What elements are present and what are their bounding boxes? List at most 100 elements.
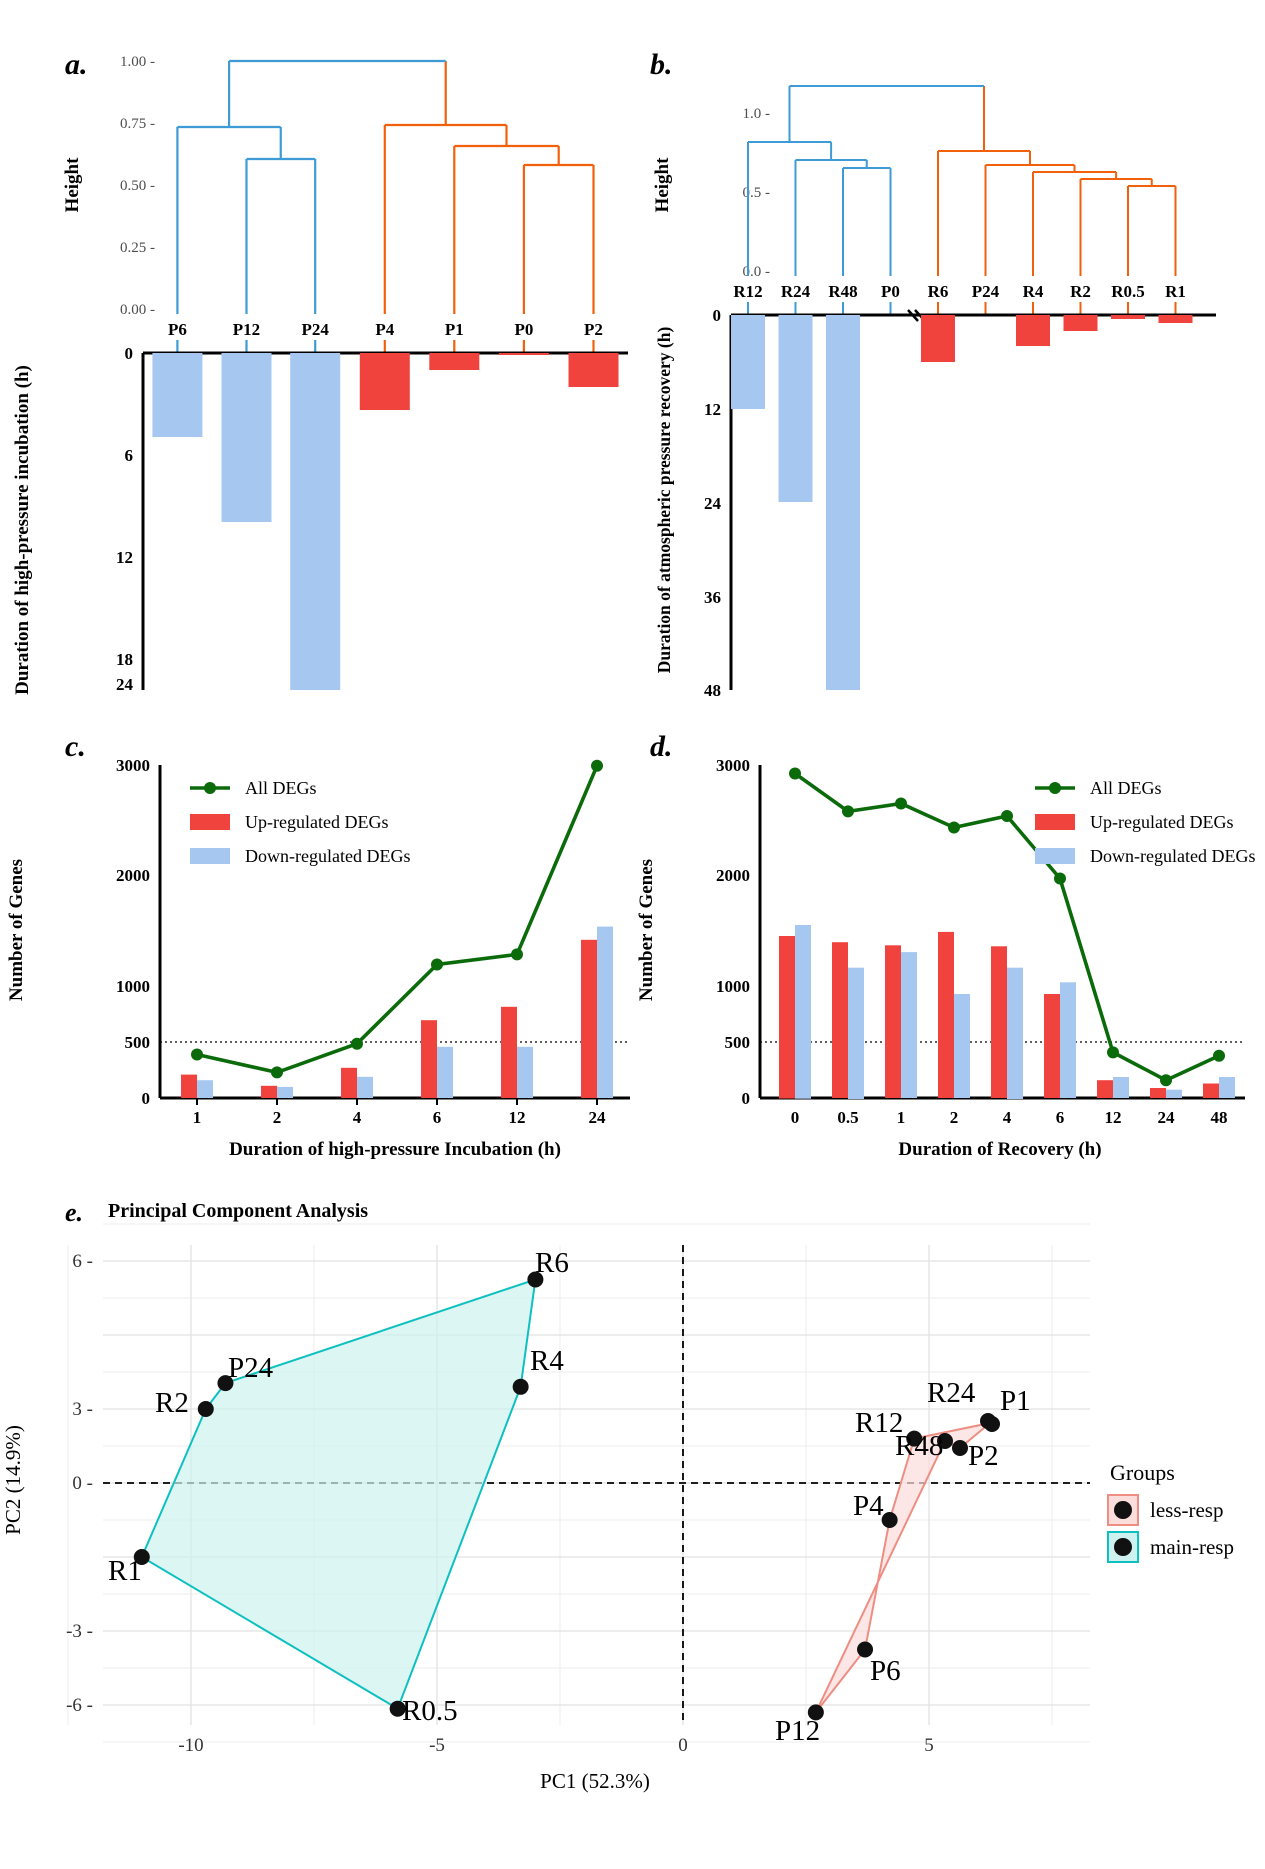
svg-text:R48: R48 [828,282,857,301]
svg-text:6: 6 [125,446,134,465]
svg-text:12: 12 [704,400,721,419]
svg-text:Duration of atmospheric pressu: Duration of atmospheric pressure recover… [654,327,674,674]
svg-text:12: 12 [116,548,133,567]
svg-text:P2: P2 [968,1440,999,1472]
svg-text:P4: P4 [853,1490,884,1522]
svg-text:R4: R4 [1023,282,1044,301]
svg-text:2: 2 [950,1108,959,1127]
svg-text:Duration of Recovery (h): Duration of Recovery (h) [898,1139,1101,1160]
svg-text:R4: R4 [530,1345,564,1377]
svg-text:3 -: 3 - [72,1399,93,1420]
svg-text:R24: R24 [927,1377,976,1409]
svg-text:5: 5 [924,1735,934,1756]
svg-text:P12: P12 [775,1715,820,1747]
svg-text:3000: 3000 [116,756,150,775]
svg-text:2000: 2000 [116,866,150,885]
svg-text:R12: R12 [733,282,762,301]
svg-text:-5: -5 [429,1735,445,1756]
svg-text:R6: R6 [928,282,949,301]
svg-text:P2: P2 [584,320,603,339]
svg-text:Number of Genes: Number of Genes [6,859,27,1001]
svg-text:-6 -: -6 - [66,1695,93,1716]
svg-text:R48: R48 [895,1430,943,1462]
svg-text:R0.5: R0.5 [1111,282,1145,301]
svg-text:P24: P24 [228,1352,274,1384]
svg-text:36: 36 [704,588,721,607]
svg-text:R2: R2 [155,1387,189,1419]
svg-text:2000: 2000 [716,866,750,885]
svg-text:All DEGs: All DEGs [245,778,317,798]
svg-text:1.0 -: 1.0 - [743,106,771,122]
svg-text:PC1 (52.3%): PC1 (52.3%) [540,1769,650,1793]
svg-text:24: 24 [116,675,134,694]
svg-text:18: 18 [116,650,133,669]
svg-text:12: 12 [509,1108,526,1127]
svg-text:All DEGs: All DEGs [1090,778,1162,798]
svg-text:-10: -10 [178,1735,203,1756]
svg-text:4: 4 [1003,1108,1012,1127]
svg-text:R1: R1 [108,1555,142,1587]
svg-text:0.5 -: 0.5 - [743,185,771,201]
svg-text:P4: P4 [375,320,394,339]
svg-text:0.75 -: 0.75 - [120,116,155,132]
svg-text:-3 -: -3 - [66,1621,93,1642]
svg-text:0: 0 [678,1735,688,1756]
svg-text:0: 0 [791,1108,800,1127]
svg-text:Number of Genes: Number of Genes [636,859,657,1001]
svg-text:P6: P6 [870,1655,901,1687]
svg-text:P0: P0 [881,282,900,301]
svg-text:0.00 -: 0.00 - [120,302,155,318]
svg-text:Duration of high-pressure incu: Duration of high-pressure incubation (h) [12,365,33,695]
svg-text:24: 24 [1158,1108,1176,1127]
svg-text:1: 1 [193,1108,202,1127]
svg-text:0.25 -: 0.25 - [120,240,155,256]
svg-text:R24: R24 [781,282,811,301]
svg-text:Up-regulated DEGs: Up-regulated DEGs [1090,812,1233,832]
svg-text:R1: R1 [1165,282,1186,301]
svg-text:0.5: 0.5 [837,1108,858,1127]
svg-text:48: 48 [1211,1108,1228,1127]
svg-text:6: 6 [433,1108,442,1127]
svg-text:Groups: Groups [1110,1460,1175,1485]
svg-text:P1: P1 [1000,1385,1031,1417]
svg-text:P6: P6 [168,320,187,339]
svg-text:Down-regulated DEGs: Down-regulated DEGs [245,846,410,866]
svg-text:12: 12 [1105,1108,1122,1127]
svg-text:R6: R6 [535,1247,569,1279]
svg-text:P0: P0 [514,320,533,339]
svg-text:1: 1 [897,1108,906,1127]
svg-text:Down-regulated DEGs: Down-regulated DEGs [1090,846,1255,866]
svg-text:P24: P24 [972,282,1000,301]
svg-text:Height: Height [62,157,83,213]
svg-text:0: 0 [713,306,722,325]
svg-text:Height: Height [652,157,673,213]
svg-text:500: 500 [725,1033,751,1052]
svg-text:6 -: 6 - [72,1251,93,1272]
svg-text:main-resp: main-resp [1150,1535,1234,1559]
svg-text:24: 24 [704,494,722,513]
svg-text:PC2 (14.9%): PC2 (14.9%) [1,1425,25,1535]
svg-text:0 -: 0 - [72,1473,93,1494]
svg-text:R0.5: R0.5 [402,1695,458,1727]
svg-text:Up-regulated DEGs: Up-regulated DEGs [245,812,388,832]
svg-text:48: 48 [704,681,721,700]
svg-text:1000: 1000 [716,977,750,996]
svg-text:500: 500 [125,1033,151,1052]
svg-text:P1: P1 [445,320,464,339]
svg-text:0.0 -: 0.0 - [743,264,771,280]
svg-text:0: 0 [125,344,134,363]
svg-text:0: 0 [742,1089,751,1108]
svg-text:P24: P24 [302,320,330,339]
svg-text:6: 6 [1056,1108,1065,1127]
svg-text:Duration of high-pressure Incu: Duration of high-pressure Incubation (h) [229,1139,561,1160]
svg-text:0: 0 [142,1089,151,1108]
svg-text:P12: P12 [233,320,260,339]
svg-text:24: 24 [589,1108,607,1127]
svg-text:R2: R2 [1070,282,1091,301]
svg-text:4: 4 [353,1108,362,1127]
svg-text:less-resp: less-resp [1150,1498,1223,1522]
svg-text:1000: 1000 [116,977,150,996]
svg-text:3000: 3000 [716,756,750,775]
svg-text:1.00 -: 1.00 - [120,54,155,70]
svg-text:0.50 -: 0.50 - [120,178,155,194]
